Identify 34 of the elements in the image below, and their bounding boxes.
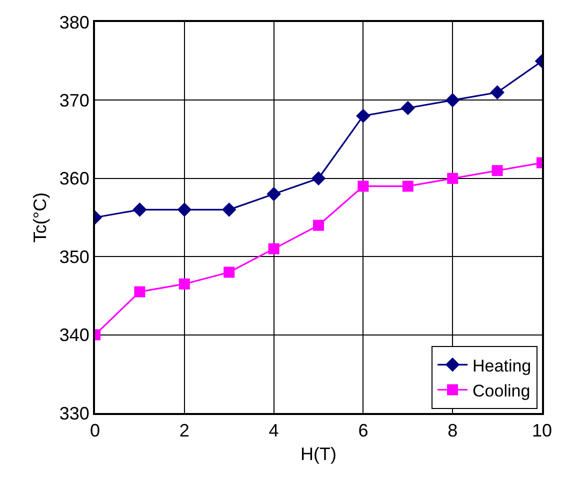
- point: [400, 100, 416, 116]
- point: [311, 171, 326, 186]
- x-tick-label: 6: [358, 420, 368, 441]
- y-tick-label: 370: [59, 90, 90, 110]
- point: [356, 108, 370, 123]
- point: [132, 202, 147, 217]
- y-tick-label: 350: [59, 246, 90, 267]
- legend-label: Cooling: [472, 381, 530, 400]
- point: [492, 165, 503, 176]
- point: [224, 266, 235, 278]
- y-tick-label: 360: [59, 168, 90, 189]
- y-axis-title: Tc(°C): [30, 192, 50, 243]
- point: [445, 93, 460, 108]
- x-tick-label: 0: [90, 420, 100, 441]
- y-tick-label: 340: [59, 325, 90, 346]
- point: [268, 243, 280, 254]
- point: [313, 220, 324, 231]
- point: [402, 180, 414, 192]
- point: [490, 85, 504, 100]
- legend-label: Heating: [472, 356, 532, 376]
- point: [222, 202, 236, 217]
- x-tick-label: 10: [532, 420, 552, 441]
- y-tick-label: 380: [59, 12, 90, 32]
- x-axis-title: H(T): [300, 444, 336, 464]
- point: [177, 202, 192, 217]
- x-tick-label: 8: [448, 420, 458, 441]
- point: [266, 186, 281, 202]
- point: [134, 286, 146, 298]
- point: [178, 278, 190, 290]
- point: [358, 180, 369, 192]
- x-tick-label: 4: [268, 420, 279, 441]
- x-tick-label: 2: [179, 420, 190, 441]
- point: [447, 172, 458, 184]
- y-tick-label: 330: [59, 403, 90, 424]
